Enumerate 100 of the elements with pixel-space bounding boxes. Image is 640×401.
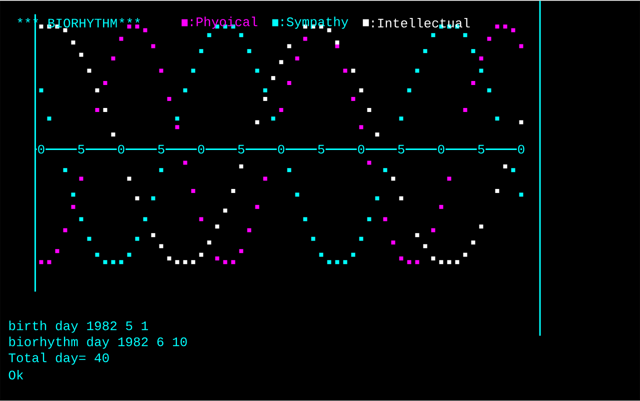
point — [503, 24, 508, 29]
point — [255, 120, 260, 124]
point — [447, 260, 452, 264]
point — [375, 132, 380, 137]
point — [399, 116, 404, 121]
point — [295, 192, 300, 197]
point — [495, 189, 500, 194]
point — [287, 168, 292, 172]
point — [407, 88, 412, 92]
point — [439, 205, 444, 210]
point — [367, 108, 372, 112]
text: Total day= 40 — [8, 352, 109, 365]
point — [239, 164, 244, 169]
point — [199, 252, 204, 257]
point — [79, 217, 84, 222]
point — [159, 68, 164, 73]
point — [199, 217, 204, 222]
point — [151, 196, 156, 200]
point — [63, 28, 68, 32]
point — [351, 252, 356, 257]
point — [455, 260, 460, 264]
point — [399, 196, 404, 200]
point — [151, 233, 156, 238]
point — [223, 260, 228, 264]
point — [463, 252, 468, 257]
point — [319, 252, 324, 257]
point — [343, 260, 348, 264]
point — [127, 176, 132, 181]
point — [71, 40, 76, 45]
point — [231, 260, 236, 264]
point — [127, 24, 132, 29]
point — [71, 205, 76, 210]
point — [495, 116, 500, 121]
point — [247, 49, 252, 54]
x-tick-label: 5 — [398, 145, 404, 154]
point — [391, 240, 396, 245]
point — [79, 52, 84, 57]
point — [287, 81, 292, 86]
x-tick-label: 0 — [358, 144, 364, 154]
point — [143, 217, 148, 222]
point — [183, 260, 188, 264]
legend-label: :Sympathy — [282, 16, 348, 29]
point — [383, 217, 388, 222]
point — [63, 168, 68, 172]
point — [239, 249, 244, 254]
point — [47, 116, 52, 121]
point — [183, 88, 188, 92]
chart-subtitle: *** — [120, 18, 140, 23]
point — [95, 88, 100, 92]
x-tick-label: 5 — [78, 145, 84, 154]
point — [215, 256, 220, 261]
text: biorhythm day 1982 6 10 — [9, 336, 187, 349]
point — [391, 176, 396, 181]
point — [487, 36, 492, 41]
x-tick-label: 0 — [38, 144, 44, 154]
x-tick-label: 0 — [438, 144, 444, 154]
point — [207, 33, 212, 38]
point — [127, 252, 132, 257]
point — [407, 260, 412, 264]
point — [431, 228, 436, 232]
point — [295, 56, 300, 61]
point — [415, 233, 420, 238]
point — [39, 260, 44, 264]
point — [191, 260, 196, 264]
point — [431, 256, 436, 261]
text: Ok — [8, 370, 24, 380]
point — [135, 196, 140, 200]
x-tick-label: 0 — [278, 144, 284, 154]
point — [167, 256, 172, 261]
point — [103, 108, 108, 112]
point — [239, 33, 244, 38]
point — [415, 68, 420, 73]
point — [479, 68, 484, 73]
point — [79, 176, 84, 181]
point — [439, 260, 444, 264]
point — [143, 28, 148, 32]
point — [151, 44, 156, 48]
point — [351, 68, 356, 73]
point — [271, 116, 276, 121]
point — [503, 164, 508, 169]
point — [487, 88, 492, 92]
point — [359, 88, 364, 92]
point — [135, 236, 140, 241]
point — [103, 260, 108, 264]
point — [223, 208, 228, 213]
point — [463, 108, 468, 112]
point — [511, 168, 516, 172]
point — [303, 217, 308, 222]
x-tick-label: 5 — [318, 145, 324, 154]
point — [63, 228, 68, 232]
point — [279, 108, 284, 112]
point — [375, 196, 380, 200]
point — [231, 189, 236, 194]
point — [263, 176, 268, 181]
point — [279, 60, 284, 64]
point — [423, 244, 428, 248]
x-tick-label: 0 — [518, 144, 524, 154]
point — [215, 224, 220, 229]
point — [495, 24, 500, 29]
legend-label: :Intellectual — [372, 18, 470, 28]
